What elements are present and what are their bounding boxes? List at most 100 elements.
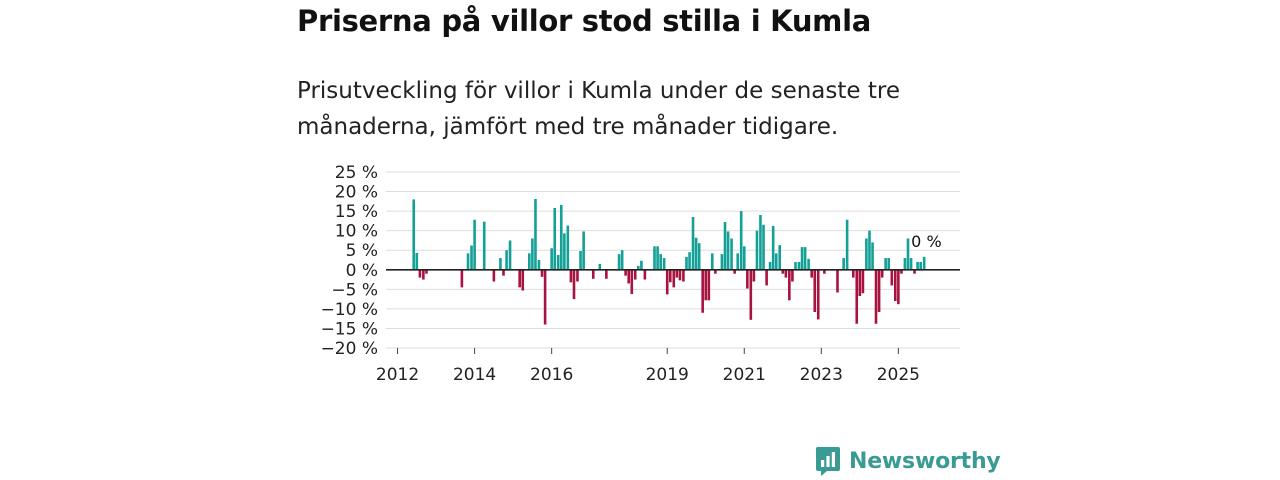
bar — [617, 254, 621, 270]
bar — [897, 269, 900, 305]
y-tick-label: −10 % — [321, 300, 378, 320]
bars — [412, 198, 926, 325]
bar — [566, 225, 570, 270]
bar — [418, 269, 422, 278]
bar — [563, 233, 566, 270]
bar — [598, 263, 602, 270]
x-tick-label: 2016 — [530, 365, 573, 385]
bar — [499, 258, 502, 270]
bar — [620, 250, 624, 270]
bar — [482, 221, 486, 270]
y-tick-label: −15 % — [321, 319, 378, 339]
bar — [720, 254, 724, 270]
bar — [704, 269, 708, 301]
bar — [887, 258, 891, 270]
bar — [836, 269, 839, 293]
y-tick-label: 0 % — [346, 261, 378, 281]
bar — [697, 243, 701, 270]
bar — [678, 269, 682, 281]
bar — [877, 269, 881, 313]
y-tick-label: −5 % — [331, 280, 378, 300]
bar — [701, 269, 704, 313]
bar — [723, 222, 727, 270]
bar — [765, 269, 768, 286]
bar — [521, 269, 525, 291]
bar — [797, 261, 801, 270]
bar — [794, 261, 797, 270]
bar — [531, 238, 534, 270]
bar — [643, 269, 647, 280]
bar — [605, 269, 608, 279]
x-tick-label: 2025 — [877, 365, 920, 385]
bar — [919, 261, 923, 270]
bar — [858, 269, 862, 296]
bar — [630, 269, 634, 295]
last-value-label: 0 % — [911, 232, 941, 251]
bar — [714, 269, 717, 274]
bar — [633, 269, 637, 280]
bar — [807, 258, 810, 270]
bar — [865, 238, 868, 270]
bar — [624, 269, 627, 276]
bar — [540, 269, 544, 277]
bar — [543, 269, 547, 325]
bar — [412, 199, 416, 270]
bar — [425, 269, 428, 274]
bar — [759, 215, 762, 270]
bar — [900, 269, 903, 274]
y-tick-label: 20 % — [335, 183, 378, 203]
bar — [422, 269, 425, 280]
bar — [842, 258, 845, 270]
bar — [553, 207, 557, 270]
bar — [653, 246, 656, 270]
bar — [559, 204, 563, 270]
bar — [662, 258, 666, 270]
bar — [707, 269, 711, 301]
x-tick-label: 2021 — [723, 365, 766, 385]
bar — [659, 254, 662, 270]
brand: Newsworthy — [815, 446, 1001, 476]
bar — [749, 269, 753, 320]
bar — [669, 269, 672, 283]
bar — [871, 242, 874, 270]
y-tick-label: 5 % — [346, 241, 378, 261]
bar — [688, 252, 691, 270]
x-axis: 2012 2014 2016 2019 2021 2023 2025 — [376, 348, 920, 385]
bar — [579, 251, 582, 270]
bar — [534, 198, 537, 270]
bar — [768, 261, 772, 270]
bar — [508, 240, 512, 270]
bar — [861, 269, 865, 294]
y-tick-label: 25 % — [335, 163, 378, 183]
bar — [823, 269, 826, 274]
bar — [682, 269, 685, 282]
bar — [880, 269, 884, 278]
bar — [746, 269, 749, 289]
bar — [685, 256, 688, 270]
x-tick-label: 2012 — [376, 365, 419, 385]
bar — [415, 252, 419, 270]
bar — [752, 269, 756, 282]
bar — [906, 238, 910, 270]
bar — [637, 265, 640, 270]
bar — [788, 269, 791, 301]
y-tick-label: −20 % — [321, 339, 378, 359]
bar — [791, 269, 794, 282]
bar — [884, 258, 887, 270]
bar — [890, 269, 894, 286]
bar — [518, 269, 521, 288]
bar — [916, 261, 919, 270]
bar — [909, 258, 913, 270]
bar — [730, 238, 733, 270]
bar — [816, 269, 820, 320]
bar — [762, 224, 765, 270]
bar — [855, 269, 859, 324]
bar — [556, 254, 560, 270]
bar — [733, 269, 736, 274]
newsworthy-logo-icon — [816, 447, 840, 476]
x-tick-label: 2014 — [453, 365, 496, 385]
bar — [569, 269, 573, 283]
bar — [736, 253, 740, 270]
chart-title: Priserna på villor stod stilla i Kumla — [297, 4, 871, 38]
bar — [810, 269, 813, 278]
